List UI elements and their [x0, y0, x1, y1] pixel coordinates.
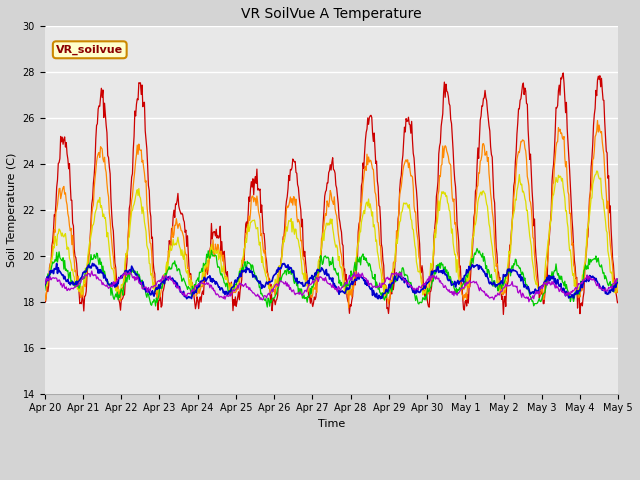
A-40_T	[614, 279, 622, 285]
Line: A-10_T: A-10_T	[45, 120, 618, 308]
A-50_T	[419, 282, 427, 288]
Y-axis label: Soil Temperature (C): Soil Temperature (C)	[7, 153, 17, 267]
A-05_T	[168, 229, 176, 235]
A-50_T	[614, 276, 622, 282]
A-20_T	[110, 273, 118, 278]
A-10_T	[168, 224, 176, 229]
A-05_T	[110, 244, 118, 250]
A-50_T	[200, 281, 207, 287]
A-05_T	[559, 70, 567, 76]
A-20_T	[200, 276, 207, 282]
A-30_T	[41, 288, 49, 293]
A-10_T	[199, 284, 207, 289]
A-10_T	[345, 305, 353, 311]
A-40_T	[200, 277, 207, 283]
Legend: A-05_T, A-10_T, A-20_T, A-30_T, A-40_T, A-50_T: A-05_T, A-10_T, A-20_T, A-30_T, A-40_T, …	[128, 479, 535, 480]
A-05_T	[614, 299, 622, 305]
A-40_T	[374, 296, 382, 301]
A-40_T	[403, 278, 411, 284]
A-20_T	[41, 283, 49, 288]
A-05_T	[41, 296, 49, 302]
A-30_T	[110, 297, 118, 302]
Line: A-20_T: A-20_T	[45, 171, 618, 296]
A-30_T	[473, 246, 481, 252]
A-20_T	[614, 281, 622, 287]
A-10_T	[419, 290, 427, 296]
A-20_T	[402, 200, 410, 206]
A-40_T	[41, 282, 49, 288]
A-50_T	[88, 268, 95, 274]
A-30_T	[614, 276, 622, 282]
A-10_T	[594, 118, 602, 123]
Title: VR SoilVue A Temperature: VR SoilVue A Temperature	[241, 7, 422, 21]
A-30_T	[264, 304, 271, 310]
Line: A-50_T: A-50_T	[45, 271, 618, 302]
A-30_T	[51, 257, 59, 263]
A-05_T	[51, 213, 59, 219]
A-50_T	[41, 281, 49, 287]
A-30_T	[168, 261, 176, 267]
Line: A-30_T: A-30_T	[45, 249, 618, 307]
A-40_T	[51, 266, 59, 272]
A-40_T	[89, 261, 97, 266]
A-30_T	[199, 268, 207, 274]
A-10_T	[614, 288, 622, 293]
A-40_T	[420, 285, 428, 290]
A-20_T	[419, 292, 427, 298]
A-05_T	[199, 288, 207, 294]
A-50_T	[402, 279, 410, 285]
A-20_T	[170, 237, 177, 242]
A-20_T	[593, 168, 600, 174]
X-axis label: Time: Time	[318, 419, 345, 429]
A-10_T	[402, 157, 410, 163]
Line: A-05_T: A-05_T	[45, 73, 618, 314]
Line: A-40_T: A-40_T	[45, 264, 618, 299]
A-20_T	[51, 233, 59, 239]
A-05_T	[500, 312, 508, 317]
A-10_T	[51, 229, 59, 235]
A-05_T	[401, 129, 409, 135]
A-50_T	[111, 279, 119, 285]
A-40_T	[111, 284, 119, 290]
A-50_T	[170, 279, 177, 285]
A-10_T	[41, 290, 49, 296]
A-20_T	[113, 293, 121, 299]
A-50_T	[525, 299, 532, 305]
A-10_T	[110, 265, 118, 271]
A-30_T	[419, 295, 427, 300]
A-50_T	[51, 275, 59, 281]
A-30_T	[402, 272, 410, 278]
A-40_T	[170, 276, 177, 282]
Text: VR_soilvue: VR_soilvue	[56, 45, 124, 55]
A-05_T	[418, 263, 426, 268]
